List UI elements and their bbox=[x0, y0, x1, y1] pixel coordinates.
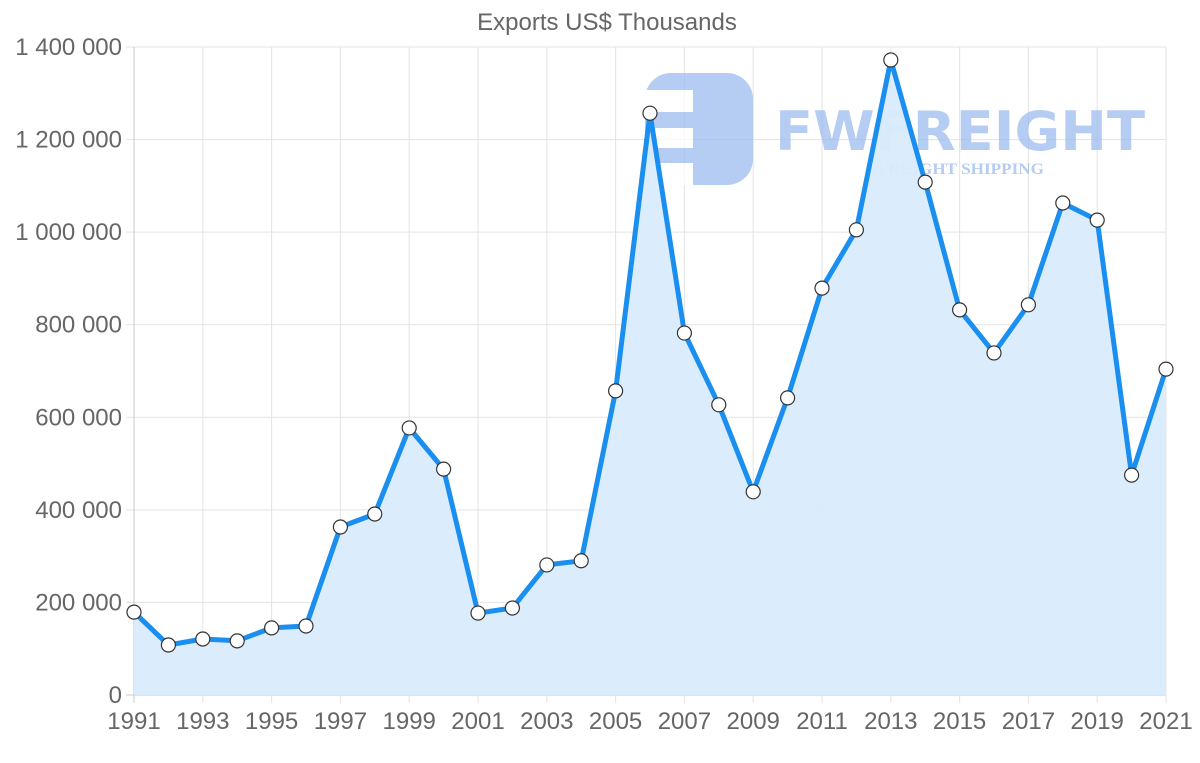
data-point-2011[interactable] bbox=[814, 280, 830, 296]
data-point-2008[interactable] bbox=[711, 397, 727, 413]
data-point-1992[interactable] bbox=[160, 637, 176, 653]
x-tick-label: 1997 bbox=[314, 708, 367, 735]
x-tick-label: 2017 bbox=[1002, 708, 1055, 735]
data-point-2020[interactable] bbox=[1123, 467, 1140, 483]
chart-title: Exports US$ Thousands bbox=[477, 9, 737, 36]
data-point-2007[interactable] bbox=[676, 325, 693, 341]
data-point-2001[interactable] bbox=[470, 605, 486, 621]
data-point-1993[interactable] bbox=[195, 631, 211, 647]
data-point-2009[interactable] bbox=[745, 484, 761, 500]
y-tick-label: 1 400 000 bbox=[15, 34, 122, 61]
data-point-2017[interactable] bbox=[1020, 297, 1037, 313]
x-tick-label: 2011 bbox=[796, 708, 848, 735]
data-point-2004[interactable] bbox=[573, 553, 589, 569]
data-points bbox=[126, 52, 1174, 653]
data-point-2016[interactable] bbox=[986, 345, 1002, 361]
y-tick-label: 0 bbox=[109, 682, 122, 709]
data-point-2003[interactable] bbox=[539, 557, 555, 573]
x-tick-label: 2005 bbox=[589, 708, 642, 735]
data-point-1999[interactable] bbox=[401, 420, 417, 436]
data-point-1995[interactable] bbox=[264, 620, 280, 636]
watermark-brand: FWFREIGHT bbox=[775, 100, 1145, 163]
x-tick-label: 2021 bbox=[1139, 708, 1192, 735]
x-tick-label: 1993 bbox=[176, 708, 229, 735]
data-point-2014[interactable] bbox=[917, 174, 933, 190]
data-point-2019[interactable] bbox=[1089, 212, 1105, 228]
data-point-1997[interactable] bbox=[332, 519, 348, 535]
x-tick-label: 2001 bbox=[451, 708, 504, 735]
y-tick-label: 1 200 000 bbox=[15, 127, 122, 154]
data-point-2013[interactable] bbox=[883, 52, 899, 68]
x-tick-label: 2015 bbox=[933, 708, 986, 735]
data-point-2010[interactable] bbox=[779, 390, 796, 406]
x-tick-label: 2019 bbox=[1071, 708, 1124, 735]
y-tick-label: 200 000 bbox=[35, 589, 122, 616]
x-tick-label: 1995 bbox=[245, 708, 298, 735]
y-tick-label: 400 000 bbox=[35, 497, 122, 524]
x-tick-label: 2009 bbox=[727, 708, 780, 735]
x-tick-label: 1999 bbox=[383, 708, 436, 735]
x-tick-label: 2013 bbox=[864, 708, 917, 735]
data-point-1991[interactable] bbox=[126, 604, 142, 620]
data-point-1996[interactable] bbox=[298, 618, 314, 634]
x-tick-label: 1991 bbox=[107, 708, 160, 735]
y-tick-label: 1 000 000 bbox=[15, 219, 122, 246]
data-point-2012[interactable] bbox=[848, 222, 865, 238]
x-tick-label: 2007 bbox=[658, 708, 711, 735]
y-tick-label: 800 000 bbox=[35, 312, 122, 339]
data-point-2005[interactable] bbox=[607, 383, 624, 399]
y-tick-label: 600 000 bbox=[35, 404, 122, 431]
data-point-2021[interactable] bbox=[1158, 361, 1174, 377]
data-point-2018[interactable] bbox=[1055, 195, 1071, 211]
y-axis-ticks: 0 200 000 400 000 600 000 800 000 1 000 000 1 … bbox=[15, 34, 122, 709]
x-tick-label: 2003 bbox=[520, 708, 573, 735]
area-fill bbox=[134, 60, 1166, 695]
watermark: FWFREIGHT FREIGHT SHIPPING bbox=[645, 73, 1145, 185]
fwfreight-logo-icon bbox=[645, 73, 753, 185]
data-point-1994[interactable] bbox=[229, 633, 245, 649]
data-point-2006[interactable] bbox=[642, 105, 658, 121]
data-point-2002[interactable] bbox=[504, 600, 521, 616]
data-point-2015[interactable] bbox=[951, 302, 968, 318]
x-axis-ticks: 1991 1993 1995 1997 1999 2001 2003 2005 2007 2009… bbox=[107, 708, 1192, 735]
data-point-1998[interactable] bbox=[367, 506, 383, 522]
data-point-2000[interactable] bbox=[436, 461, 452, 477]
